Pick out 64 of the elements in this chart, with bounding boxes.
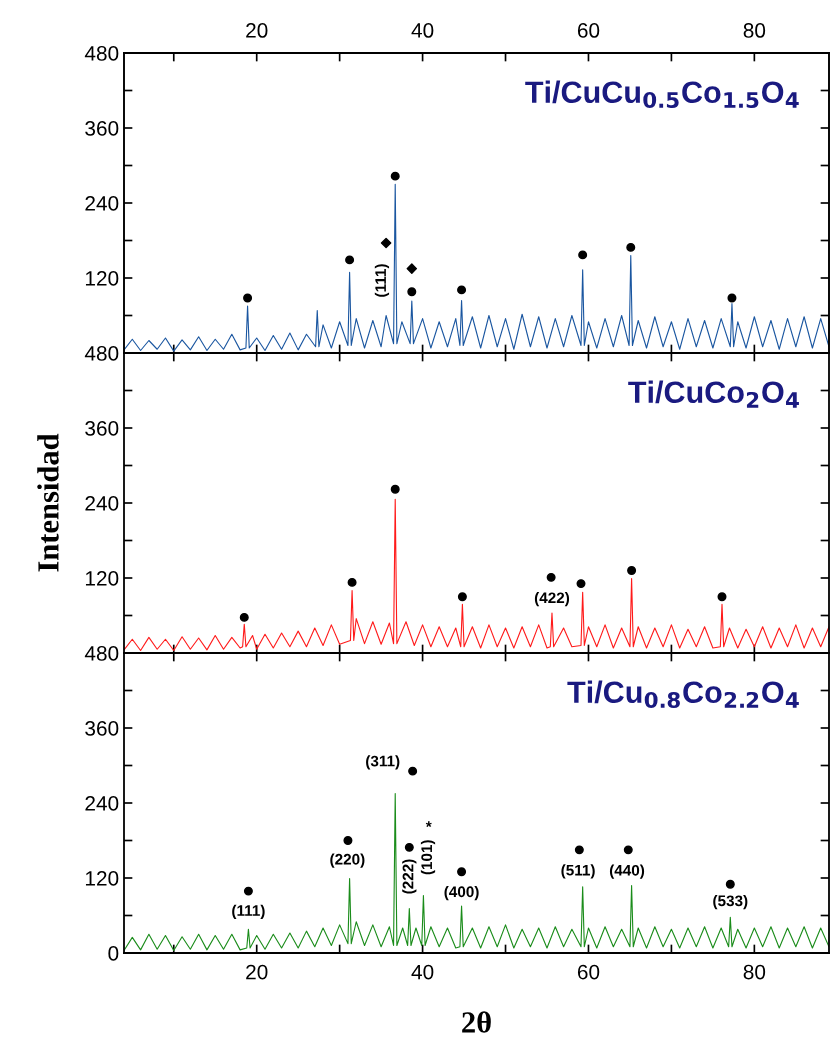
text: Ti/CuCu$_{0.5}$Co$_{1.5}$O$_{4}$ bbox=[525, 80, 799, 109]
point bbox=[380, 237, 392, 249]
y-tick-label: 120 bbox=[85, 271, 119, 286]
point bbox=[343, 836, 353, 845]
y-tick-label: 0 bbox=[108, 946, 119, 961]
annotation: * bbox=[425, 821, 432, 828]
point bbox=[574, 845, 584, 855]
y-tick-label: 240 bbox=[85, 196, 119, 211]
point bbox=[239, 612, 249, 622]
point bbox=[457, 592, 467, 602]
point bbox=[626, 242, 636, 252]
annotation: (422) bbox=[534, 591, 570, 607]
y-tick-label: 360 bbox=[85, 421, 119, 436]
point bbox=[407, 287, 417, 297]
x2-tick-label: 80 bbox=[743, 23, 766, 38]
x-tick-label: 60 bbox=[577, 964, 600, 980]
point bbox=[243, 293, 253, 303]
x-axis-title: 2θ bbox=[462, 1011, 491, 1033]
annotation: (440) bbox=[609, 864, 645, 879]
x-tick-label: 40 bbox=[411, 964, 434, 980]
point bbox=[576, 579, 586, 589]
y-tick-label: 360 bbox=[85, 121, 119, 136]
y-axis-title: Intensidad bbox=[37, 433, 59, 572]
annotation: (111) bbox=[374, 264, 390, 297]
point bbox=[390, 171, 400, 181]
point bbox=[390, 484, 400, 494]
y-tick-label: 480 bbox=[84, 646, 119, 661]
x-tick-label: 20 bbox=[246, 964, 268, 980]
annotation: (511) bbox=[561, 864, 595, 879]
annotation: (101) bbox=[420, 840, 436, 875]
point bbox=[717, 592, 727, 602]
point bbox=[345, 255, 355, 265]
x2-tick-label: 60 bbox=[577, 23, 600, 38]
point bbox=[457, 285, 467, 295]
point bbox=[578, 250, 588, 260]
y-tick-label: 480 bbox=[84, 46, 119, 61]
point bbox=[623, 845, 633, 855]
point bbox=[725, 879, 735, 889]
y-tick-label: 120 bbox=[85, 571, 119, 586]
annotation: (400) bbox=[444, 885, 479, 901]
y-tick-label: 240 bbox=[85, 796, 119, 811]
point bbox=[546, 572, 556, 582]
x2-tick-label: 40 bbox=[411, 23, 434, 38]
x-tick-label: 80 bbox=[743, 964, 766, 980]
annotation: (222) bbox=[402, 859, 417, 894]
annotation: (220) bbox=[330, 853, 365, 868]
x2-tick-label: 20 bbox=[246, 23, 268, 38]
y-tick-label: 360 bbox=[85, 721, 119, 736]
y-tick-label: 120 bbox=[85, 871, 119, 886]
point bbox=[243, 886, 253, 896]
text: Ti/CuCo$_{2}$O$_{4}$ bbox=[628, 380, 799, 408]
point bbox=[627, 566, 637, 575]
annotation: (311) bbox=[366, 755, 400, 770]
point bbox=[406, 263, 418, 274]
point bbox=[347, 577, 357, 587]
y-tick-label: 240 bbox=[85, 496, 119, 511]
point bbox=[727, 293, 737, 303]
text: Ti/Cu$_{0.8}$Co$_{2.2}$O$_{4}$ bbox=[567, 680, 799, 709]
point bbox=[404, 842, 414, 852]
annotation: (533) bbox=[713, 894, 748, 910]
point bbox=[457, 867, 467, 877]
point bbox=[408, 766, 418, 776]
annotation: (111) bbox=[232, 904, 265, 920]
y-tick-label: 480 bbox=[84, 346, 119, 361]
